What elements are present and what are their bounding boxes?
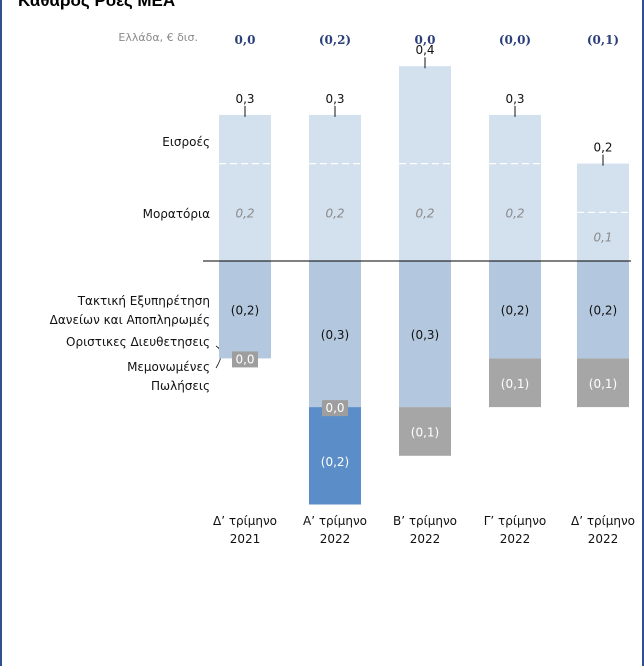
bar-repayments <box>489 261 541 359</box>
label-repayments-value: (0,3) <box>411 328 439 342</box>
label-inflow-total: 0,4 <box>415 43 434 57</box>
x-tick-label: Α’ τρίμηνο <box>303 514 367 528</box>
label-inflow-total: 0,2 <box>593 141 612 155</box>
unit-label: Ελλάδα, € δισ. <box>118 31 198 44</box>
bar-repayments <box>309 261 361 408</box>
label-inflow-total: 0,3 <box>235 92 254 106</box>
chart-title: Καθαρός Ροές ΜΕΑ <box>18 0 176 10</box>
x-tick-label-year: 2022 <box>500 532 531 546</box>
label-moratoria-value: 0,2 <box>505 206 524 220</box>
bar-moratoria <box>309 163 361 261</box>
bar-sales <box>309 407 361 505</box>
x-tick-label-year: 2021 <box>230 532 261 546</box>
bar-sales <box>577 358 629 408</box>
label-repayments-value: (0,2) <box>589 304 617 318</box>
x-tick-label-year: 2022 <box>320 532 351 546</box>
bar-inflows <box>309 114 361 164</box>
label-moratoria-value: 0,2 <box>325 206 344 220</box>
bar-sales <box>489 358 541 408</box>
bar-moratoria <box>489 163 541 261</box>
x-tick-label-year: 2022 <box>588 532 619 546</box>
label-inflow-total: 0,3 <box>505 92 524 106</box>
label-sales-line2: Πωλήσεις <box>151 379 210 393</box>
label-writeoffs-value: 0,0 <box>325 401 344 415</box>
label-writeoffs: Οριστικες Διευθετησεις <box>66 335 210 349</box>
x-tick-label-year: 2022 <box>410 532 441 546</box>
x-tick-label: Γ’ τρίμηνο <box>484 514 547 528</box>
label-net-flow: (0,2) <box>319 33 351 47</box>
bar-sales <box>399 407 451 456</box>
bar-inflows <box>489 114 541 164</box>
label-net-flow: 0,0 <box>235 33 256 47</box>
label-inflow-total: 0,3 <box>325 92 344 106</box>
label-moratoria: Μορατόρια <box>143 207 210 221</box>
bar-inflows <box>399 66 451 164</box>
label-sales-value: (0,1) <box>411 425 439 439</box>
label-moratoria-value: 0,2 <box>415 206 434 220</box>
label-net-flow: (0,0) <box>499 33 531 47</box>
x-tick-label: Β’ τρίμηνο <box>393 514 457 528</box>
bar-inflows <box>577 163 629 213</box>
bar-moratoria <box>577 212 629 261</box>
label-sales-value: (0,1) <box>501 377 529 391</box>
bar-repayments <box>219 261 271 359</box>
label-sales-line1: Μεμονωμένες <box>127 360 210 374</box>
bar-repayments <box>577 261 629 359</box>
label-moratoria-value: 0,1 <box>593 231 612 245</box>
bar-repayments <box>399 261 451 408</box>
label-repayments-line1: Τακτική Εξυπηρέτηση <box>77 294 210 308</box>
label-repayments-value: (0,3) <box>321 328 349 342</box>
bar-moratoria <box>399 163 451 261</box>
label-repayments-value: (0,2) <box>231 304 259 318</box>
label-net-flow: (0,1) <box>587 33 619 47</box>
x-tick-label: Δ’ τρίμηνο <box>571 514 635 528</box>
x-tick-label: Δ’ τρίμηνο <box>213 514 277 528</box>
bar-inflows <box>219 114 271 164</box>
label-repayments-line2: Δανείων και Αποπληρωμές <box>50 313 210 327</box>
label-net-flow: 0,0 <box>415 33 436 47</box>
label-inflows: Εισροές <box>162 135 210 149</box>
label-sales-value: (0,1) <box>589 377 617 391</box>
label-moratoria-value: 0,2 <box>235 206 254 220</box>
bars-group: 0,2 0,3 0,0 (0,2) 0,0 Δ’ τρίμηνο 2021 0,2 0,3 (0,… <box>213 33 635 546</box>
label-sales-value: (0,2) <box>321 455 349 469</box>
bar-moratoria <box>219 163 271 261</box>
bar-writeoffs <box>322 400 348 417</box>
label-writeoffs-value: 0,0 <box>235 352 254 366</box>
bar-writeoffs <box>232 351 258 368</box>
label-repayments-value: (0,2) <box>501 304 529 318</box>
